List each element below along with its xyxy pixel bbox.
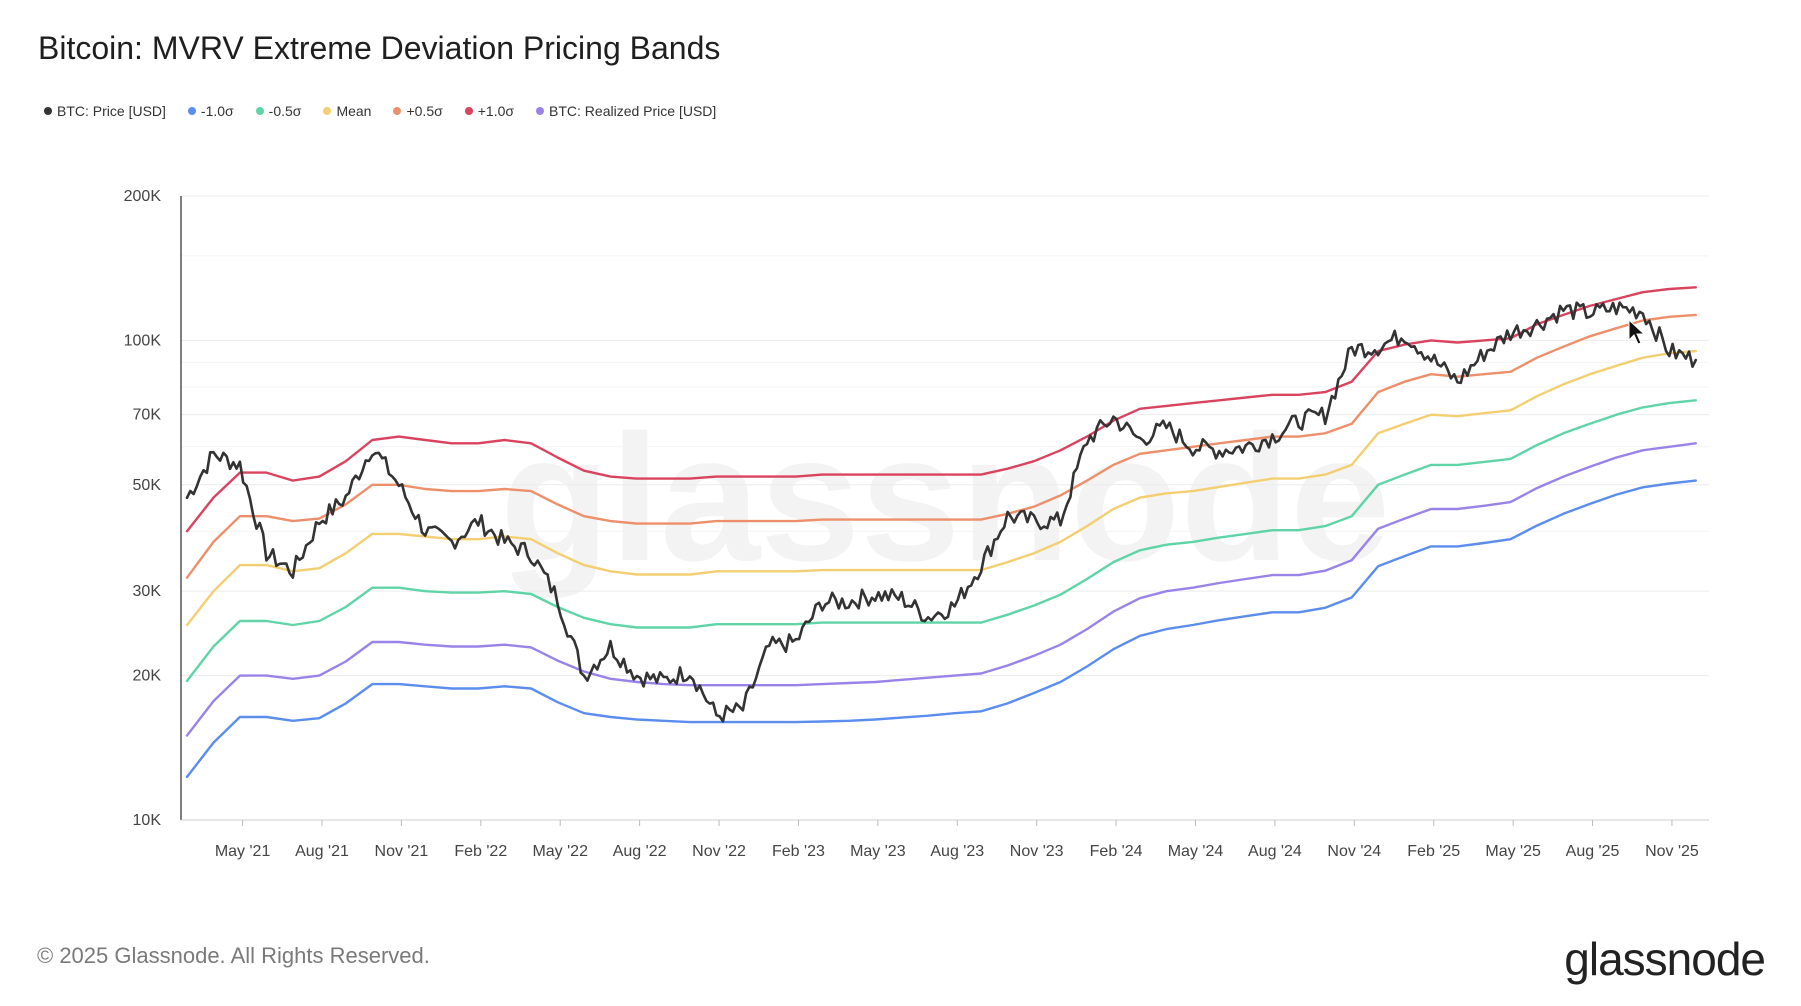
y-tick-label: 100K: [124, 332, 162, 349]
y-tick-label: 200K: [124, 188, 162, 205]
x-tick-label: May '24: [1168, 843, 1224, 860]
legend-label: +0.5σ: [406, 103, 443, 119]
chart-title: Bitcoin: MVRV Extreme Deviation Pricing …: [38, 30, 721, 66]
legend-label: +1.0σ: [477, 103, 515, 119]
legend-label: -1.0σ: [200, 103, 234, 119]
x-tick-label: Aug '22: [613, 843, 667, 860]
legend-label: Mean: [336, 103, 372, 119]
x-tick-label: Nov '23: [1010, 843, 1064, 860]
x-tick-label: Aug '25: [1566, 843, 1620, 860]
x-tick-label: Nov '22: [692, 843, 746, 860]
glassnode-logo[interactable]: glassnode: [1564, 933, 1766, 985]
y-tick-label: 10K: [133, 812, 162, 829]
legend-item[interactable]: Mean: [323, 103, 371, 119]
legend-item[interactable]: +1.0σ: [464, 103, 515, 119]
x-tick-label: May '21: [215, 843, 271, 860]
x-tick-label: Feb '22: [454, 843, 507, 860]
y-tick-label: 70K: [133, 407, 162, 424]
legend-label: -0.5σ: [268, 103, 302, 119]
x-tick-label: May '23: [850, 843, 906, 860]
legend-label: BTC: Price [USD]: [57, 103, 166, 119]
legend-item[interactable]: +0.5σ: [393, 103, 443, 119]
x-tick-label: Aug '21: [295, 843, 349, 860]
x-tick-label: Feb '24: [1090, 843, 1143, 860]
legend-item[interactable]: BTC: Realized Price [USD]: [536, 103, 716, 119]
y-tick-label: 20K: [133, 668, 162, 685]
series-line-3: [185, 399, 1697, 683]
chart-legend: BTC: Price [USD] -1.0σ -0.5σ Mean +0.5σ +1.0σ…: [44, 103, 738, 119]
x-tick-label: Feb '25: [1407, 843, 1460, 860]
series-line-0: [185, 286, 1697, 533]
y-axis-labels: 10K 20K 30K 50K 70K 100K 200K: [124, 188, 162, 829]
legend-item[interactable]: BTC: Price [USD]: [44, 103, 166, 119]
legend-dot-icon: [464, 107, 473, 115]
copyright-footer: © 2025 Glassnode. All Rights Reserved.: [37, 943, 430, 968]
series-lines: [185, 286, 1698, 779]
legend-dot-icon: [187, 107, 196, 115]
legend-item[interactable]: -1.0σ: [187, 103, 234, 119]
series-line-1: [185, 313, 1697, 579]
axes: [180, 196, 1709, 826]
x-tick-label: Aug '24: [1248, 843, 1302, 860]
legend-label: BTC: Realized Price [USD]: [549, 103, 717, 119]
x-axis-labels: May '21 Aug '21 Nov '21 Feb '22 May '22 Aug '…: [215, 843, 1699, 860]
x-tick-label: Nov '21: [375, 843, 429, 860]
y-tick-label: 50K: [133, 477, 162, 494]
watermark: glassnode: [500, 398, 1390, 599]
y-tick-label: 30K: [133, 583, 162, 600]
legend-item[interactable]: -0.5σ: [255, 103, 302, 119]
legend-dot-icon: [393, 107, 402, 115]
mouse-cursor-icon: [1628, 318, 1646, 345]
x-tick-label: Nov '24: [1327, 843, 1381, 860]
legend-dot-icon: [323, 107, 332, 115]
series-line-4: [185, 442, 1697, 737]
legend-dot-icon: [536, 107, 545, 115]
series-line-5: [185, 479, 1697, 779]
legend-dot-icon: [44, 107, 52, 115]
chart-svg: glassnode 10K 20K 30K 50K 70K 100K 200K May '2…: [124, 188, 1709, 860]
x-tick-label: Aug '23: [930, 843, 984, 860]
x-tick-label: May '22: [532, 843, 588, 860]
x-tick-label: Nov '25: [1645, 843, 1699, 860]
legend-dot-icon: [255, 107, 264, 115]
x-tick-label: May '25: [1485, 843, 1541, 860]
series-line-6: [185, 301, 1698, 723]
x-tick-label: Feb '23: [772, 843, 825, 860]
series-line-2: [185, 349, 1697, 627]
